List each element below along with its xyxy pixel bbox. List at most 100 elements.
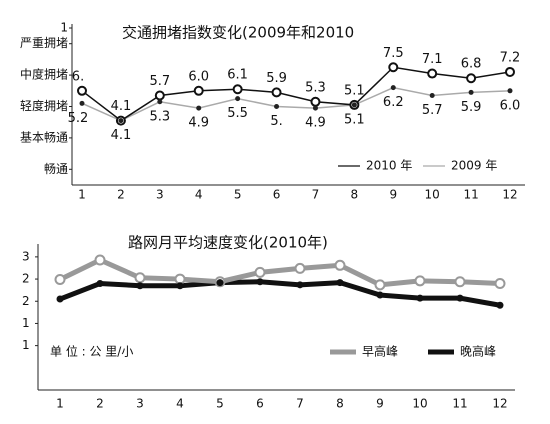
- point: [176, 282, 184, 290]
- point: [376, 291, 384, 299]
- point: [254, 266, 266, 278]
- x-tick-label: 4: [176, 397, 184, 411]
- point: [310, 96, 321, 107]
- x-tick-label: 8: [351, 188, 359, 202]
- data-label: 4.1: [111, 99, 132, 114]
- data-label: 5.7: [422, 103, 443, 118]
- x-tick-label: 12: [492, 397, 507, 411]
- data-label: 5.5: [227, 106, 248, 121]
- y-tick-label: 轻度拥堵: [20, 98, 68, 113]
- data-label: 6.2: [383, 95, 404, 110]
- point: [416, 294, 424, 302]
- legend-label: 2010 年: [366, 159, 412, 173]
- x-tick-label: 5: [216, 397, 224, 411]
- x-tick-label: 9: [389, 188, 397, 202]
- y-tick-label: 严重拥堵: [20, 36, 68, 50]
- data-label: 5.: [270, 114, 282, 129]
- x-tick-label: 5: [234, 188, 242, 202]
- point: [414, 275, 426, 287]
- data-label: 5.3: [305, 80, 326, 95]
- point: [271, 87, 282, 98]
- data-label: 5.3: [149, 109, 170, 124]
- x-tick-label: 3: [156, 188, 164, 202]
- point: [274, 104, 280, 109]
- x-tick-label: 1: [78, 188, 86, 202]
- data-label: 6.8: [461, 57, 482, 72]
- data-label: 7.5: [383, 46, 404, 61]
- point: [118, 118, 124, 124]
- series-line: [81, 66, 511, 122]
- data-label: 5.1: [344, 112, 365, 127]
- series-line: [81, 86, 511, 122]
- point: [429, 93, 435, 99]
- data-label: 6.: [72, 69, 84, 84]
- point: [456, 294, 464, 302]
- point: [466, 73, 477, 84]
- point: [390, 85, 396, 91]
- x-tick-label: 11: [452, 397, 467, 411]
- data-label: 5.1: [344, 83, 365, 98]
- point: [256, 278, 264, 286]
- x-tick-label: 4: [195, 188, 203, 202]
- data-label: 5.9: [266, 71, 287, 86]
- legend-label: 2009 年: [451, 159, 497, 173]
- point: [334, 259, 346, 271]
- point: [94, 254, 106, 266]
- point: [454, 276, 466, 288]
- x-tick-label: 7: [296, 397, 304, 411]
- y-tick-label: 2: [22, 294, 30, 308]
- y-tick-label: 2: [22, 272, 30, 286]
- x-tick-label: 7: [312, 188, 320, 202]
- point: [235, 96, 241, 102]
- y-tick-label: 1: [22, 338, 30, 352]
- x-tick-label: 10: [425, 188, 440, 202]
- point: [427, 68, 438, 79]
- point: [193, 85, 204, 96]
- point: [54, 274, 66, 286]
- series-line: [59, 279, 501, 308]
- x-tick-label: 2: [96, 397, 104, 411]
- point: [154, 90, 165, 101]
- chart-title: 路网月平均速度变化(2010年): [128, 234, 328, 252]
- data-label: 4.9: [188, 116, 209, 131]
- point: [232, 84, 243, 95]
- point: [388, 62, 399, 73]
- point: [294, 262, 306, 274]
- x-tick-label: 2: [117, 188, 125, 202]
- legend-label: 晚高峰: [460, 344, 496, 359]
- point: [196, 105, 202, 111]
- y-tick-label: 3: [22, 249, 30, 263]
- point: [56, 295, 64, 303]
- chart-title: 交通拥堵指数变化(2009年和2010: [122, 24, 354, 42]
- data-label: 6.1: [227, 68, 248, 83]
- x-tick-label: 8: [336, 397, 344, 411]
- data-label: 5.2: [68, 111, 89, 126]
- point: [134, 272, 146, 284]
- unit-label: 单 位 : 公 里/小: [50, 344, 133, 359]
- point: [157, 99, 163, 105]
- point: [505, 66, 515, 77]
- x-tick-label: 1: [56, 397, 64, 411]
- point: [496, 301, 504, 309]
- point: [174, 273, 186, 285]
- y-tick-label: 基本畅通: [20, 130, 68, 144]
- x-tick-label: 3: [136, 397, 144, 411]
- point: [351, 102, 357, 108]
- data-label: 7.2: [500, 50, 521, 65]
- y-tick-label: 1: [60, 21, 68, 35]
- y-tick-label: 1: [22, 316, 30, 330]
- point: [79, 100, 85, 106]
- point: [312, 105, 318, 111]
- data-label: 5.7: [149, 74, 170, 89]
- point: [507, 88, 513, 94]
- point: [374, 279, 386, 291]
- data-label: 7.1: [422, 52, 443, 67]
- data-label: 5.9: [461, 100, 482, 115]
- point: [336, 279, 344, 287]
- point: [77, 85, 87, 96]
- data-label: 4.1: [111, 128, 132, 143]
